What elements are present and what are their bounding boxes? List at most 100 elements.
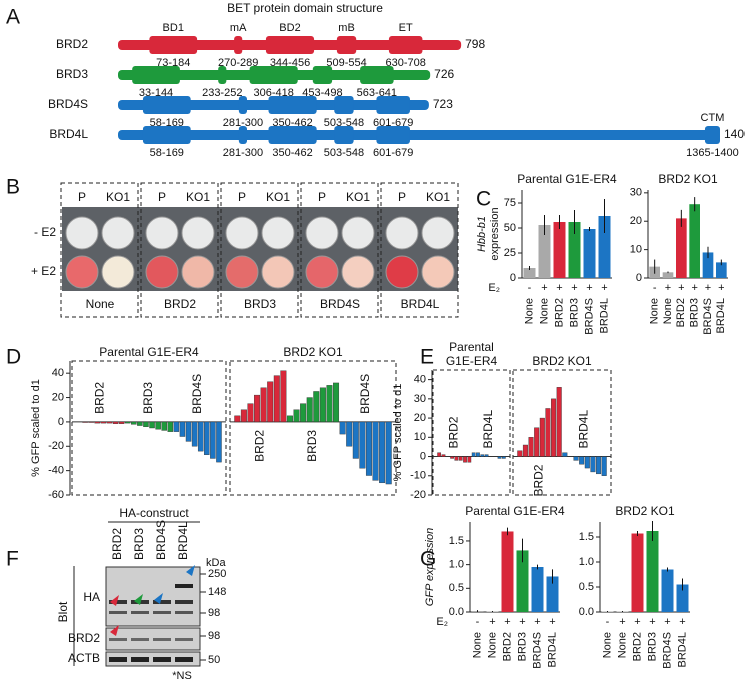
well [102, 256, 134, 288]
series-label: BRD2 [93, 382, 107, 414]
protein-name: BRD2 [56, 37, 88, 51]
bar [235, 416, 241, 422]
group-title: Parental G1E-ER4 [99, 345, 199, 359]
bar [579, 457, 584, 465]
lane-label: BRD4L [176, 521, 190, 560]
bar [591, 457, 596, 472]
bar [540, 418, 545, 456]
series-label: BRD3 [305, 430, 319, 462]
bar [563, 453, 568, 457]
domain [376, 96, 410, 114]
well [306, 256, 338, 288]
bar [137, 422, 142, 426]
e2-sign: + [718, 282, 724, 294]
bar [468, 457, 471, 463]
e2-label: E₂ [436, 616, 448, 628]
bar [481, 455, 484, 457]
bar [210, 422, 215, 459]
panel-letter: C [476, 188, 491, 211]
domain [149, 36, 197, 54]
e2-sign: + [679, 616, 685, 628]
x-tick-label: BRD4L [546, 632, 558, 667]
column-label: P [238, 190, 246, 204]
protein-name: BRD4S [48, 97, 88, 111]
bar [459, 457, 462, 461]
series-label: BRD3 [141, 382, 155, 414]
series-label: BRD2 [253, 430, 267, 462]
bar [534, 428, 539, 457]
well [342, 256, 374, 288]
domain [239, 96, 247, 114]
group-name: BRD4L [401, 297, 440, 311]
domain-range: 503-548 [324, 147, 364, 159]
x-tick-label: BRD2 [553, 298, 565, 327]
domain-name: mB [338, 22, 355, 34]
protein-length: 723 [433, 97, 453, 111]
domain-name: BD2 [279, 22, 300, 34]
y-tick-label: 0 [636, 272, 642, 284]
y-tick-label: 75 [504, 197, 516, 209]
y-axis-label: expression [489, 207, 501, 260]
bar [554, 222, 566, 278]
e2-sign: + [519, 616, 525, 628]
x-tick-label: BRD4L [598, 298, 610, 333]
well [262, 256, 294, 288]
band [175, 584, 193, 588]
e2-sign: + [556, 282, 562, 294]
e2-sign: + [489, 616, 495, 628]
bar [261, 388, 267, 422]
group-box [433, 370, 510, 495]
protein-length: 1400 [724, 127, 745, 141]
marker-label: 98 [208, 607, 220, 619]
band [109, 638, 127, 641]
column-label: KO1 [106, 190, 130, 204]
bar [523, 445, 528, 457]
panel-a-title: BET protein domain structure [227, 1, 383, 15]
bar [485, 455, 488, 457]
y-tick-label: 0.0 [579, 606, 594, 618]
x-tick-label: None [471, 632, 483, 658]
bar [156, 422, 161, 429]
e2-sign: + [619, 616, 625, 628]
series-label: BRD4L [577, 410, 591, 449]
x-tick-label: BRD2 [675, 298, 687, 327]
y-tick-label: 0 [58, 416, 64, 428]
bar [455, 457, 458, 461]
y-tick-label: 1.0 [579, 556, 594, 568]
domain [705, 126, 720, 144]
e2-sign: + [678, 282, 684, 294]
bar [274, 376, 280, 422]
well [306, 217, 338, 249]
bar [596, 457, 601, 474]
domain [313, 66, 332, 84]
well [226, 256, 258, 288]
marker-label: 98 [208, 630, 220, 642]
bar [192, 422, 197, 446]
column-label: KO1 [186, 190, 210, 204]
well [386, 256, 418, 288]
x-tick-label: BRD3 [646, 632, 658, 661]
bar [676, 218, 687, 278]
x-tick-label: BRD4S [583, 298, 595, 335]
x-tick-label: BRD3 [689, 298, 701, 327]
row-label: ACTB [68, 651, 100, 665]
domain [234, 36, 242, 54]
domain [239, 126, 247, 144]
domain [334, 96, 353, 114]
bar [476, 453, 479, 457]
bar [602, 457, 607, 476]
lane-label: BRD3 [132, 528, 146, 560]
domain-range: 281-300 [223, 147, 263, 159]
column-label: P [78, 190, 86, 204]
group-name: BRD4S [320, 297, 360, 311]
bar [281, 371, 287, 422]
band [175, 600, 193, 604]
series-label: BRD2 [446, 416, 460, 448]
well [146, 217, 178, 249]
domain [337, 36, 356, 54]
bar [101, 422, 106, 423]
x-tick-label: None [616, 632, 628, 658]
domain [376, 126, 410, 144]
band [131, 657, 149, 662]
y-axis-label: Hbb-b1 [476, 216, 488, 252]
